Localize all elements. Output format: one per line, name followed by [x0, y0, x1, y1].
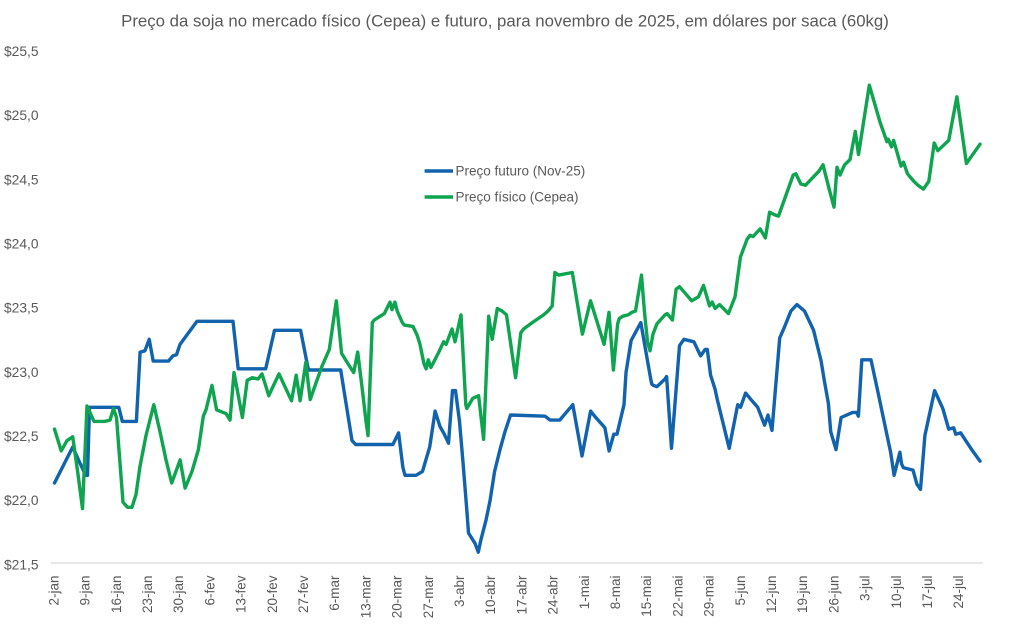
svg-text:10-abr: 10-abr: [483, 575, 498, 615]
svg-text:3-abr: 3-abr: [452, 575, 467, 607]
svg-text:26-jun: 26-jun: [826, 576, 841, 614]
svg-text:23-jan: 23-jan: [140, 576, 155, 614]
svg-text:$23,0: $23,0: [4, 365, 39, 380]
svg-text:13-mar: 13-mar: [358, 575, 373, 618]
svg-text:27-fev: 27-fev: [296, 575, 311, 613]
svg-text:5-jun: 5-jun: [733, 576, 748, 606]
svg-text:2-jan: 2-jan: [46, 576, 61, 606]
svg-text:Preço físico (Cepea): Preço físico (Cepea): [456, 190, 579, 205]
svg-text:$23,5: $23,5: [4, 301, 39, 316]
svg-text:$21,5: $21,5: [4, 557, 39, 572]
svg-text:12-jun: 12-jun: [764, 576, 779, 614]
svg-text:24-jul: 24-jul: [951, 576, 966, 609]
svg-text:$24,5: $24,5: [4, 172, 39, 187]
svg-text:6-fev: 6-fev: [202, 575, 217, 605]
svg-text:17-jul: 17-jul: [920, 576, 935, 609]
svg-text:16-jan: 16-jan: [109, 576, 124, 614]
svg-text:10-jul: 10-jul: [889, 576, 904, 609]
svg-text:3-jul: 3-jul: [858, 576, 873, 602]
svg-text:$24,0: $24,0: [4, 237, 39, 252]
svg-text:27-mar: 27-mar: [421, 575, 436, 618]
svg-text:29-mai: 29-mai: [702, 576, 717, 617]
svg-text:$22,5: $22,5: [4, 429, 39, 444]
svg-text:24-abr: 24-abr: [546, 575, 561, 615]
svg-text:6-mar: 6-mar: [327, 575, 342, 611]
svg-text:1-mai: 1-mai: [577, 576, 592, 610]
svg-text:$25,5: $25,5: [4, 44, 39, 59]
svg-text:20-mar: 20-mar: [390, 575, 405, 618]
svg-text:17-abr: 17-abr: [514, 575, 529, 615]
svg-text:$25,0: $25,0: [4, 108, 39, 123]
svg-text:15-mai: 15-mai: [639, 576, 654, 617]
svg-text:9-jan: 9-jan: [78, 576, 93, 606]
svg-text:13-fev: 13-fev: [234, 575, 249, 613]
svg-text:Preço futuro (Nov-25): Preço futuro (Nov-25): [456, 164, 586, 179]
svg-text:19-jun: 19-jun: [795, 576, 810, 614]
svg-text:22-mai: 22-mai: [670, 576, 685, 617]
svg-text:$22,0: $22,0: [4, 493, 39, 508]
svg-text:Preço da soja no mercado físic: Preço da soja no mercado físico (Cepea) …: [121, 12, 889, 31]
svg-text:8-mai: 8-mai: [608, 576, 623, 610]
svg-text:20-fev: 20-fev: [265, 575, 280, 613]
svg-text:30-jan: 30-jan: [171, 576, 186, 614]
